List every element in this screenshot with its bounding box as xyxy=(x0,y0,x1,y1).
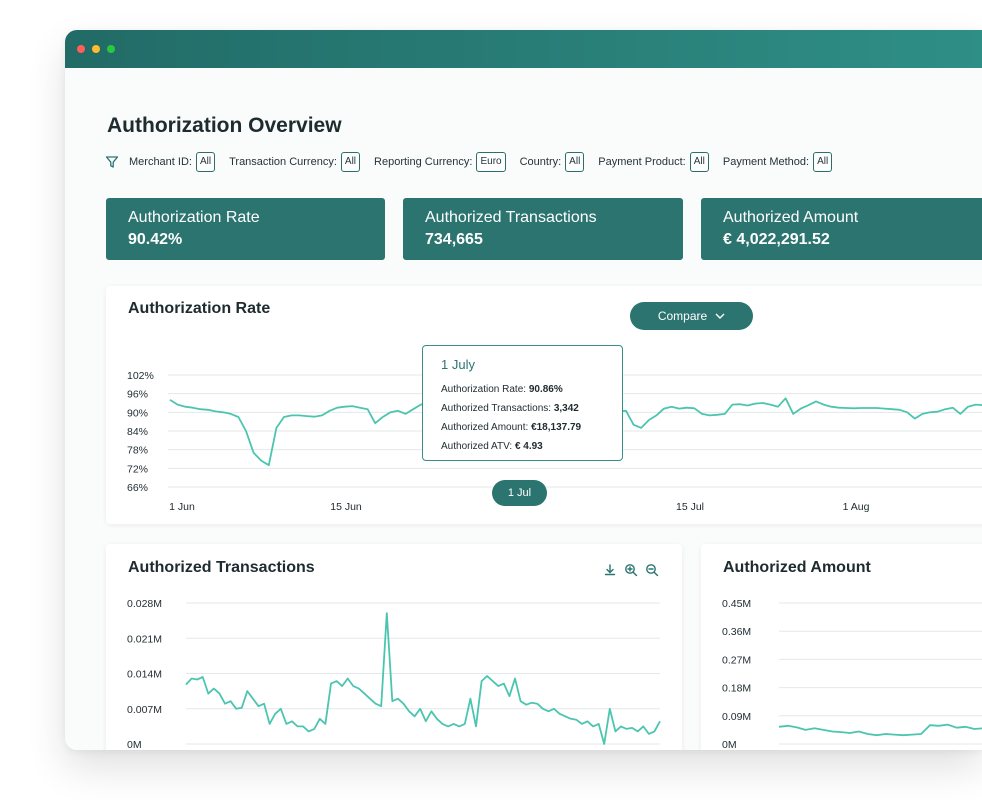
y-tick-label: 0.36M xyxy=(722,626,751,638)
tooltip-value: 3,342 xyxy=(553,403,579,414)
compare-label: Compare xyxy=(657,309,708,323)
selected-date-badge[interactable]: 1 Jul xyxy=(492,480,547,506)
app-window: Authorization Overview Merchant ID: All … xyxy=(65,30,982,750)
filter-bar: Merchant ID: All Transaction Currency: A… xyxy=(105,150,846,174)
compare-button[interactable]: Compare xyxy=(630,302,753,330)
filter-label: Country: xyxy=(519,156,562,168)
card-title: Authorization Rate xyxy=(128,300,271,317)
tooltip-label: Authorized Transactions: xyxy=(441,403,552,414)
maximize-window-dot[interactable] xyxy=(107,45,115,53)
kpi-value: € 4,022,291.52 xyxy=(723,231,830,248)
chevron-down-icon xyxy=(715,313,725,319)
tooltip-label: Authorized ATV: xyxy=(441,441,513,452)
country-select[interactable]: All xyxy=(565,152,585,172)
y-tick-label: 0M xyxy=(127,739,142,750)
tooltip-label: Authorized Amount: xyxy=(441,422,529,433)
filter-payment-product: Payment Product: All xyxy=(598,152,709,172)
card-title: Authorized Amount xyxy=(723,559,871,576)
y-tick-label: 66% xyxy=(127,482,148,494)
card-title: Authorized Transactions xyxy=(128,559,315,576)
tooltip-row: Authorized Transactions: 3,342 xyxy=(441,399,604,418)
kpi-label: Authorized Amount xyxy=(723,209,859,226)
series-line xyxy=(778,723,982,737)
chart-tooltip: 1 July Authorization Rate: 90.86% Author… xyxy=(422,345,623,461)
y-tick-label: 0.028M xyxy=(127,598,162,610)
dashboard-content: Authorization Overview Merchant ID: All … xyxy=(65,68,982,750)
tooltip-row: Authorization Rate: 90.86% xyxy=(441,380,604,399)
tooltip-row: Authorized Amount: €18,137.79 xyxy=(441,418,604,437)
chart-toolbar xyxy=(603,563,659,577)
filter-reporting-currency: Reporting Currency: Euro xyxy=(374,152,506,172)
filter-payment-method: Payment Method: All xyxy=(722,152,833,172)
y-tick-label: 0.021M xyxy=(127,633,162,645)
y-tick-label: 78% xyxy=(127,445,148,457)
tooltip-label: Authorization Rate: xyxy=(441,384,527,395)
tooltip-value: €18,137.79 xyxy=(531,422,582,433)
y-tick-label: 0.09M xyxy=(722,711,751,723)
y-tick-label: 0.014M xyxy=(127,669,162,681)
y-tick-label: 96% xyxy=(127,389,148,401)
filter-label: Payment Product: xyxy=(598,156,686,168)
y-tick-label: 84% xyxy=(127,426,148,438)
y-tick-label: 0.27M xyxy=(722,654,751,666)
tooltip-row: Authorized ATV: € 4.93 xyxy=(441,437,604,456)
y-tick-label: 102% xyxy=(127,370,154,382)
minimize-window-dot[interactable] xyxy=(92,45,100,53)
authorization-rate-card: 102% 96% 90% 84% 78% 72% 66% 1 Jun 15 Jun 15 Jul 1… xyxy=(106,286,982,524)
kpi-authorization-rate[interactable]: Authorization Rate 90.42% xyxy=(106,198,385,260)
filter-icon[interactable] xyxy=(105,155,119,169)
page-title: Authorization Overview xyxy=(107,114,342,137)
window-titlebar xyxy=(65,30,982,68)
payment-method-select[interactable]: All xyxy=(813,152,833,172)
x-tick-label: 15 Jul xyxy=(676,501,704,513)
zoom-out-icon[interactable] xyxy=(645,563,659,577)
kpi-label: Authorized Transactions xyxy=(425,209,597,226)
y-tick-label: 0M xyxy=(722,739,737,750)
y-tick-label: 0.007M xyxy=(127,704,162,716)
x-tick-label: 1 Aug xyxy=(843,501,870,513)
filter-country: Country: All xyxy=(520,152,585,172)
filter-label: Transaction Currency: xyxy=(229,156,337,168)
close-window-dot[interactable] xyxy=(77,45,85,53)
kpi-label: Authorization Rate xyxy=(128,209,260,226)
filter-transaction-currency: Transaction Currency: All xyxy=(229,152,361,172)
kpi-value: 734,665 xyxy=(425,231,483,248)
x-tick-label: 15 Jun xyxy=(330,501,362,513)
transaction-currency-select[interactable]: All xyxy=(340,152,361,172)
x-tick-label: 1 Jun xyxy=(169,501,195,513)
tooltip-title: 1 July xyxy=(441,357,475,372)
filter-label: Merchant ID: xyxy=(129,156,192,168)
payment-product-select[interactable]: All xyxy=(689,152,709,172)
y-tick-label: 0.18M xyxy=(722,683,751,695)
tooltip-value: € 4.93 xyxy=(514,441,543,452)
download-icon[interactable] xyxy=(603,563,617,577)
filter-merchant-id: Merchant ID: All xyxy=(129,152,216,172)
kpi-value: 90.42% xyxy=(128,231,183,248)
filter-label: Reporting Currency: xyxy=(374,156,473,168)
tooltip-value: 90.86% xyxy=(528,384,563,395)
kpi-authorized-amount[interactable]: Authorized Amount € 4,022,291.52 xyxy=(701,198,982,260)
y-tick-label: 0.45M xyxy=(722,598,751,610)
merchant-id-select[interactable]: All xyxy=(195,152,216,172)
y-tick-label: 90% xyxy=(127,407,148,419)
zoom-in-icon[interactable] xyxy=(624,563,638,577)
reporting-currency-select[interactable]: Euro xyxy=(476,152,506,172)
series-line xyxy=(185,612,661,745)
filter-label: Payment Method: xyxy=(722,156,810,168)
kpi-authorized-transactions[interactable]: Authorized Transactions 734,665 xyxy=(403,198,683,260)
y-tick-label: 72% xyxy=(127,463,148,475)
